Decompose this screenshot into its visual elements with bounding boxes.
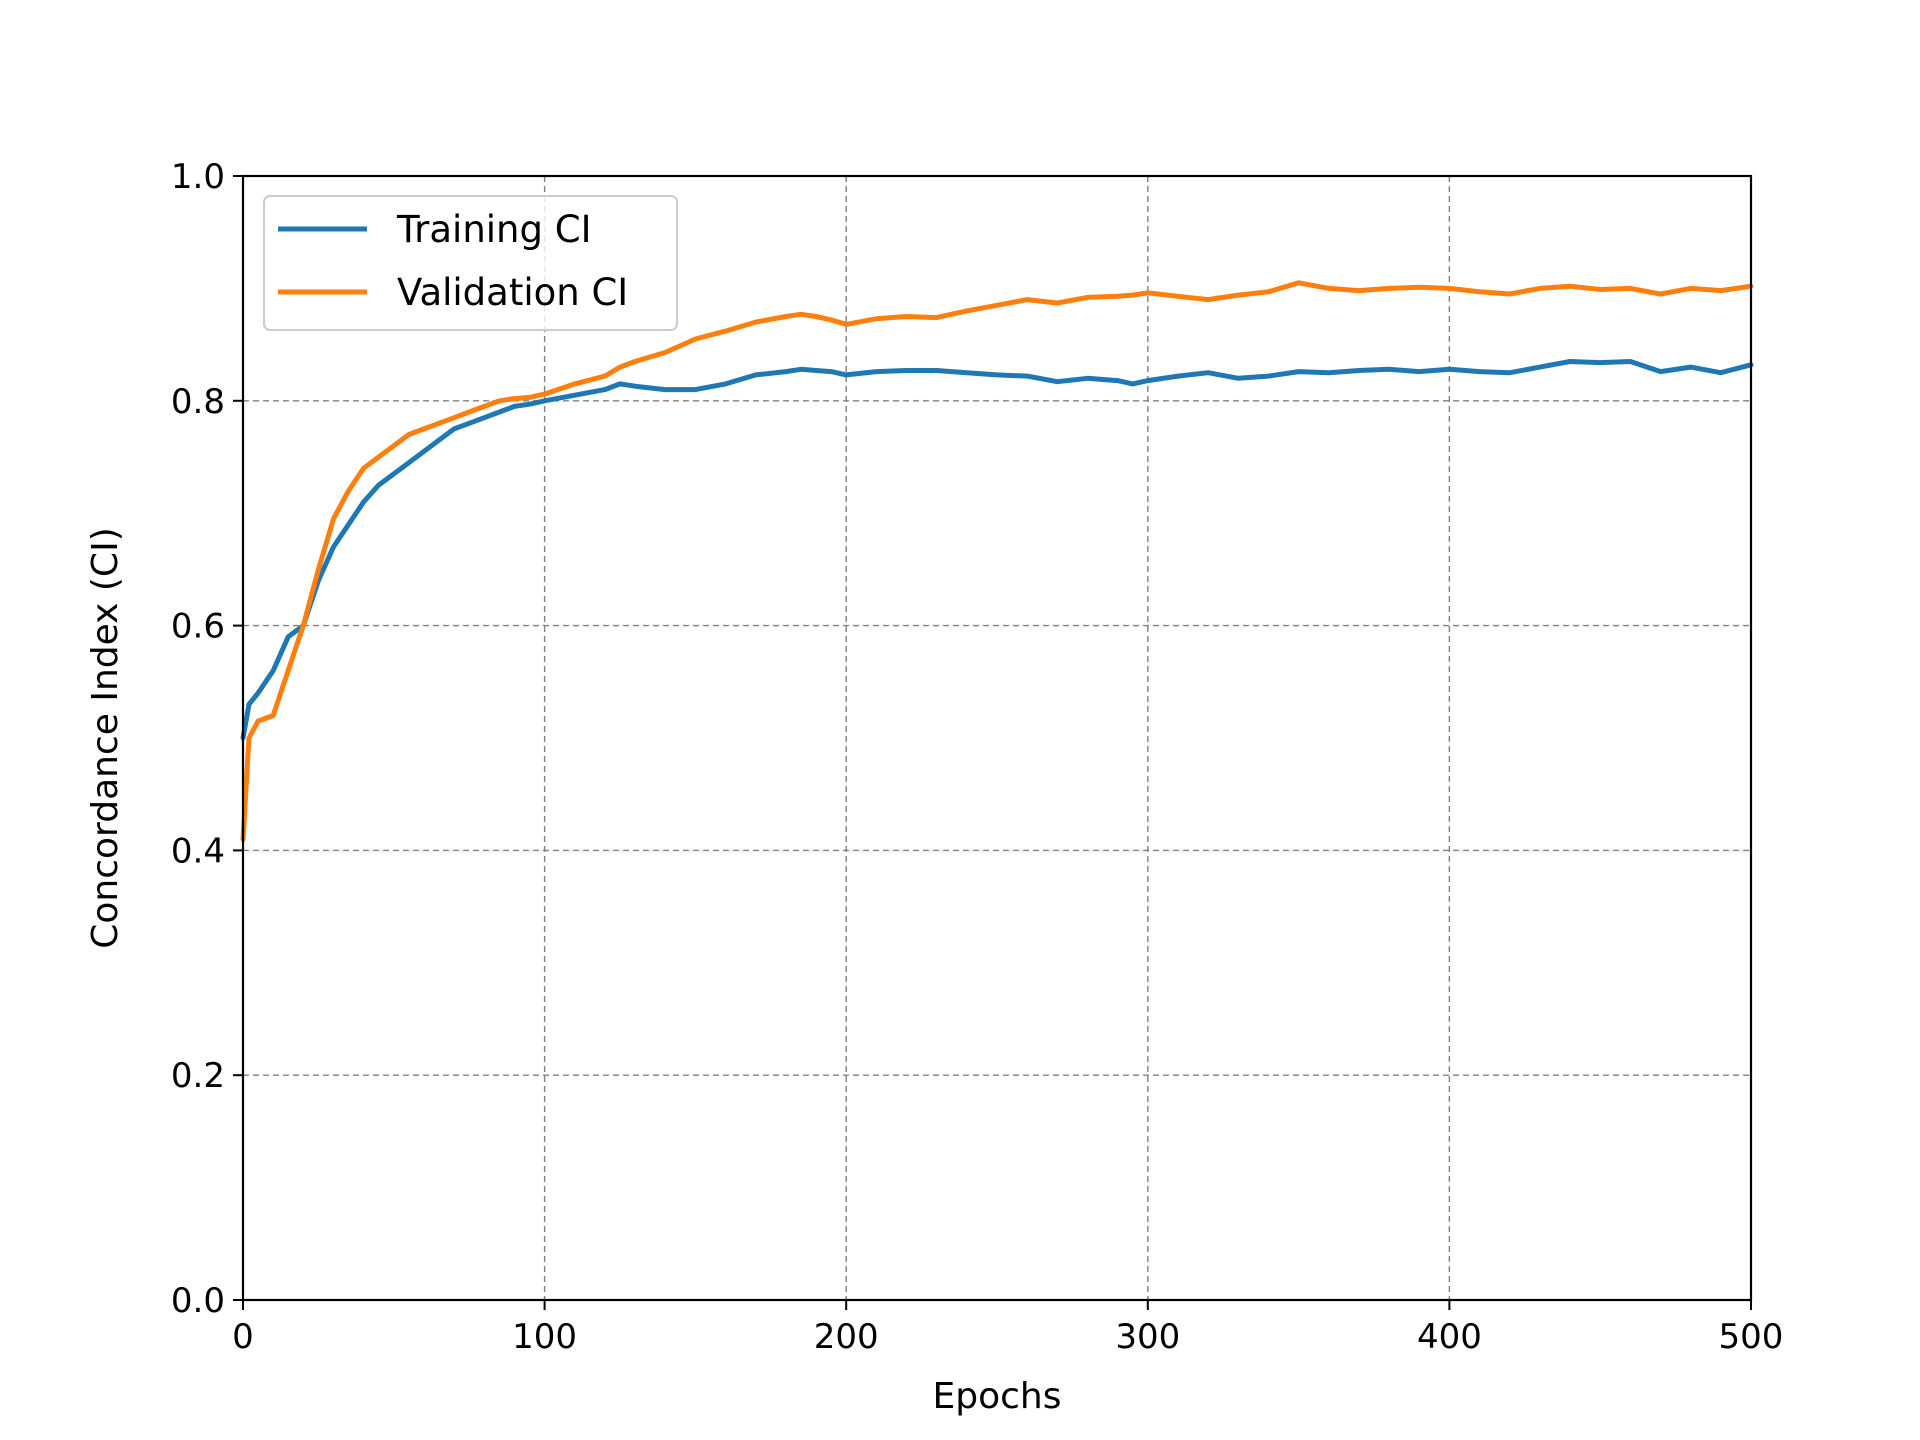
x-tick-label: 0: [232, 1317, 254, 1357]
x-tick-label: 500: [1719, 1317, 1784, 1357]
legend: Training CI Validation CI: [263, 195, 678, 331]
legend-label-0: Training CI: [396, 208, 592, 251]
legend-box: [263, 195, 678, 331]
x-tick-label: 200: [814, 1317, 879, 1357]
y-tick-label: 0.8: [171, 382, 225, 422]
y-tick-label: 0.2: [171, 1056, 225, 1096]
x-axis-label: Epochs: [933, 1376, 1062, 1417]
y-axis-label: Concordance Index (CI): [85, 527, 126, 948]
legend-label-1: Validation CI: [397, 271, 628, 314]
axis-ticks: 0 100 200 300 400 500 0.0 0.2 0.4 0.6 0.8 1.0: [171, 157, 1784, 1357]
x-tick-label: 300: [1115, 1317, 1180, 1357]
y-tick-label: 0.4: [171, 831, 225, 871]
series-lines: [240, 280, 1754, 842]
x-tick-label: 400: [1417, 1317, 1482, 1357]
series-line-0: [240, 359, 1754, 741]
series-line-1: [240, 280, 1754, 842]
y-tick-label: 0.0: [171, 1281, 225, 1321]
y-tick-label: 1.0: [171, 157, 225, 197]
y-tick-label: 0.6: [171, 607, 225, 647]
plot-frame: [241, 174, 1753, 1302]
x-tick-label: 100: [512, 1317, 577, 1357]
